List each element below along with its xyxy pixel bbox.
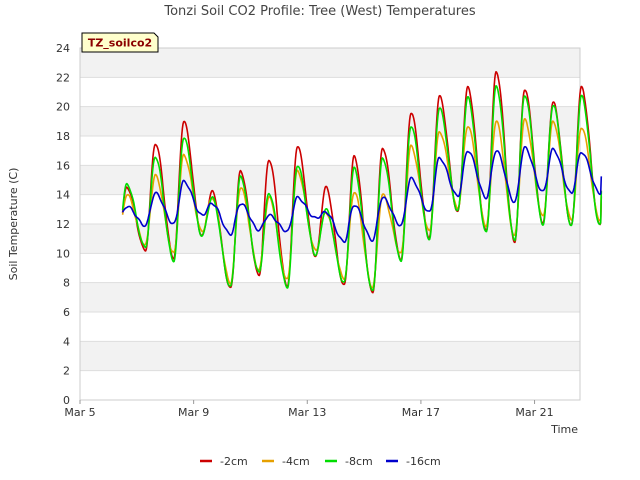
chart-title: Tonzi Soil CO2 Profile: Tree (West) Temp…: [163, 4, 476, 19]
y-tick-label: 24: [56, 42, 70, 55]
legend-item: -8cm: [325, 455, 373, 468]
y-tick-label: 14: [56, 189, 70, 202]
legend-label: -4cm: [282, 455, 310, 468]
legend-item: -16cm: [386, 455, 441, 468]
y-tick-label: 16: [56, 159, 70, 172]
series-line-16cmcm: [121, 145, 603, 244]
x-tick-label: Mar 5: [64, 406, 95, 419]
legend-item: -2cm: [200, 455, 248, 468]
legend-label: -16cm: [406, 455, 441, 468]
legend-item: -4cm: [262, 455, 310, 468]
y-tick-label: 2: [63, 365, 70, 378]
y-axis-label: Soil Temperature (C): [7, 168, 20, 281]
band: [80, 106, 580, 136]
badge: TZ_soilco2: [81, 32, 159, 53]
badge-box: [81, 32, 159, 53]
x-tick-label: Mar 9: [178, 406, 209, 419]
band: [80, 282, 580, 312]
band: [80, 224, 580, 254]
x-tick-label: Mar 17: [402, 406, 440, 419]
y-tick-label: 0: [63, 394, 70, 407]
y-tick-label: 10: [56, 247, 70, 260]
y-tick-label: 12: [56, 218, 70, 231]
band: [80, 341, 580, 371]
series-line-8cmcm: [121, 85, 603, 292]
legend-label: -2cm: [220, 455, 248, 468]
legend: -2cm -4cm -8cm -16cm: [200, 455, 441, 468]
y-tick-label: 8: [63, 277, 70, 290]
legend-label: -8cm: [345, 455, 373, 468]
x-axis: Mar 5 Mar 9 Mar 13 Mar 17 Mar 21: [64, 400, 554, 419]
y-tick-label: 6: [63, 306, 70, 319]
x-axis-label: Time: [550, 423, 578, 436]
y-tick-label: 20: [56, 101, 70, 114]
y-tick-label: 22: [56, 71, 70, 84]
series-line-4cmcm: [121, 118, 603, 289]
badge-label: TZ_soilco2: [88, 37, 152, 50]
y-tick-label: 4: [63, 335, 70, 348]
plot-frame: [79, 47, 581, 401]
x-tick-label: Mar 21: [515, 406, 553, 419]
series-lines: [121, 71, 603, 294]
y-tick-label: 18: [56, 130, 70, 143]
x-tick-label: Mar 13: [288, 406, 326, 419]
